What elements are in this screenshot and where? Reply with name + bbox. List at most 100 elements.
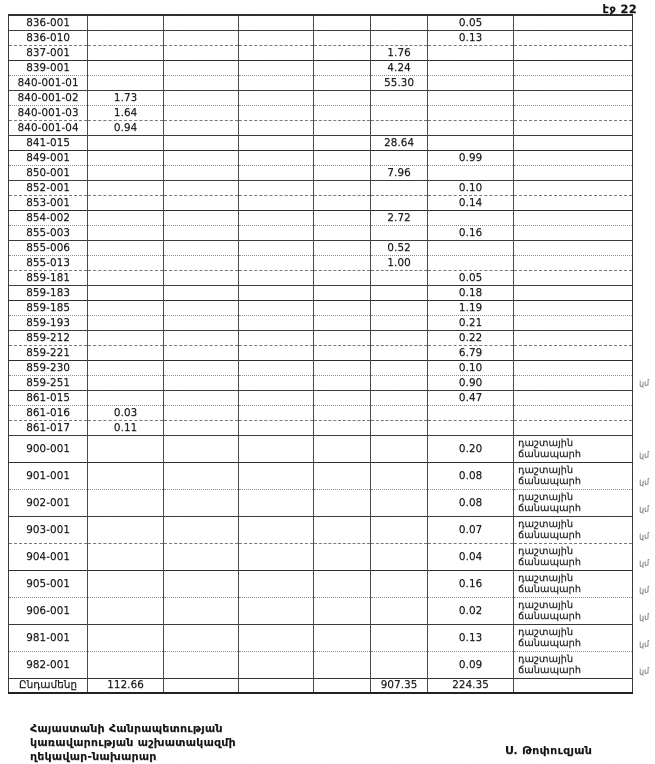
cell-note: դաշտային ճանապարհ կմ — [513, 462, 650, 489]
cell-col3 — [163, 516, 239, 543]
cell-col6 — [370, 225, 428, 240]
cell-col7 — [427, 60, 514, 75]
cell-col4 — [238, 120, 314, 135]
cell-col3 — [163, 624, 239, 651]
cell-col5 — [313, 150, 371, 165]
cell-note — [513, 678, 633, 693]
cell-note — [513, 330, 633, 345]
cell-col3 — [163, 462, 239, 489]
cell-note — [513, 150, 633, 165]
cell-code: Ընդամենը — [8, 678, 88, 693]
cell-note — [513, 165, 633, 180]
cell-col6 — [370, 195, 428, 210]
cell-col5 — [313, 405, 371, 420]
cell-col3 — [163, 165, 239, 180]
cell-col5 — [313, 543, 371, 570]
cell-col7: 0.22 — [427, 330, 514, 345]
cell-note — [513, 195, 633, 210]
cell-col3 — [163, 345, 239, 360]
cell-col7: 0.10 — [427, 180, 514, 195]
cell-col3 — [163, 285, 239, 300]
cell-col3 — [163, 543, 239, 570]
cell-code: 840-001-04 — [8, 120, 88, 135]
cell-note — [513, 90, 633, 105]
table-row: 902-001 0.08 դաշտային ճանապարհ կմ — [8, 489, 650, 516]
cell-col7: 0.02 — [427, 597, 514, 624]
cell-note — [513, 390, 633, 405]
table-row: 850-001 7.96 — [8, 165, 633, 180]
cell-code: 854-002 — [8, 210, 88, 225]
cell-col4 — [238, 30, 314, 45]
cell-code: 859-183 — [8, 285, 88, 300]
issuer-line-3: ղեկավար-նախարար — [30, 750, 157, 763]
table-row: 859-185 1.19 — [8, 300, 633, 315]
cell-col5 — [313, 624, 371, 651]
cell-col3 — [163, 90, 239, 105]
cell-col2 — [87, 60, 164, 75]
table-row: 859-251 0.90 կմ — [8, 375, 650, 390]
cell-col7 — [427, 75, 514, 90]
cell-col4 — [238, 624, 314, 651]
table-row: 836-001 0.05 — [8, 15, 633, 30]
table-row: 859-230 0.10 — [8, 360, 633, 375]
cell-col5 — [313, 225, 371, 240]
cell-code: 903-001 — [8, 516, 88, 543]
cell-col7: 0.05 — [427, 15, 514, 30]
cell-col3 — [163, 597, 239, 624]
cell-col3 — [163, 270, 239, 285]
cell-col2 — [87, 210, 164, 225]
cell-col7: 0.04 — [427, 543, 514, 570]
cell-col2 — [87, 516, 164, 543]
cell-note — [513, 45, 633, 60]
cell-code: 852-001 — [8, 180, 88, 195]
cell-col7: 0.10 — [427, 360, 514, 375]
cell-col6 — [370, 150, 428, 165]
cell-col6 — [370, 435, 428, 462]
cell-col2 — [87, 597, 164, 624]
table-row: 901-001 0.08 դաշտային ճանապարհ կմ — [8, 462, 650, 489]
cell-col4 — [238, 651, 314, 678]
cell-col7: 0.05 — [427, 270, 514, 285]
cell-col2 — [87, 225, 164, 240]
table-row: 836-010 0.13 — [8, 30, 633, 45]
cell-code: 861-015 — [8, 390, 88, 405]
table-row: 906-001 0.02 դաշտային ճանապարհ կմ — [8, 597, 650, 624]
cell-col5 — [313, 105, 371, 120]
cell-col2 — [87, 300, 164, 315]
cell-col3 — [163, 210, 239, 225]
handwritten-margin-note: կմ — [638, 449, 650, 461]
cell-col5 — [313, 570, 371, 597]
cell-col2: 1.64 — [87, 105, 164, 120]
handwritten-margin-note: կմ — [638, 476, 650, 488]
cell-col7: 0.07 — [427, 516, 514, 543]
issuer-title-block: Հայաստանի Հանրապետության կառավարության ա… — [30, 722, 236, 764]
cell-note — [513, 105, 633, 120]
table-row: 854-002 2.72 — [8, 210, 633, 225]
table-row: 859-181 0.05 — [8, 270, 633, 285]
cell-col5 — [313, 597, 371, 624]
cell-col4 — [238, 435, 314, 462]
cell-col6: 0.52 — [370, 240, 428, 255]
cell-col5 — [313, 75, 371, 90]
cell-note — [513, 360, 633, 375]
cell-col6: 28.64 — [370, 135, 428, 150]
cell-col4 — [238, 255, 314, 270]
cell-code: 840-001-03 — [8, 105, 88, 120]
cell-col3 — [163, 15, 239, 30]
handwritten-margin-note: կմ — [638, 611, 650, 623]
cell-note — [513, 180, 633, 195]
cell-code: 855-003 — [8, 225, 88, 240]
cell-col5 — [313, 375, 371, 390]
cell-col5 — [313, 180, 371, 195]
cell-col4 — [238, 45, 314, 60]
cell-col4 — [238, 345, 314, 360]
cell-col3 — [163, 435, 239, 462]
cell-col7: 0.20 — [427, 435, 514, 462]
cell-code: 861-017 — [8, 420, 88, 435]
cell-col6: 907.35 — [370, 678, 428, 693]
cell-col3 — [163, 75, 239, 90]
cell-code: 906-001 — [8, 597, 88, 624]
cell-col6: 2.72 — [370, 210, 428, 225]
cell-col4 — [238, 570, 314, 597]
cell-col2 — [87, 45, 164, 60]
